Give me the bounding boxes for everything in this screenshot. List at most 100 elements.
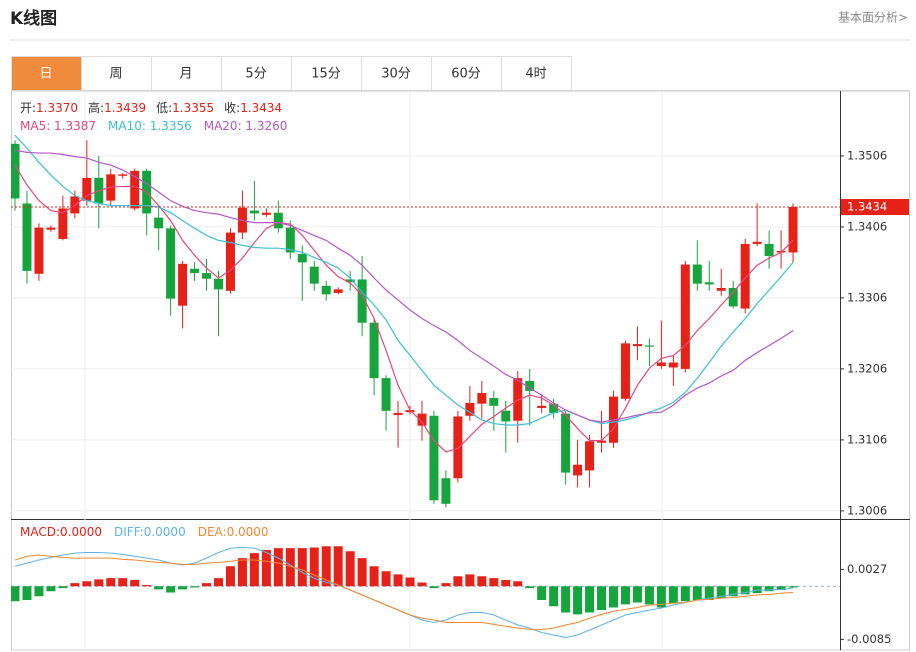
ohlc-label: 高: [88, 100, 104, 115]
y-tick-label: 1.3306 [847, 290, 887, 304]
candle-body [752, 241, 762, 244]
candle-body [11, 143, 20, 199]
macd-bar [261, 550, 271, 587]
tab-label[interactable]: 60分 [451, 67, 481, 82]
macd-bar [178, 586, 188, 590]
candle-body [644, 345, 654, 347]
legend-entry: MACD:0.0000 [20, 525, 102, 539]
candle-body [321, 285, 331, 295]
legend-entry: DIFF:0.0000 [114, 525, 186, 539]
macd-bar [285, 548, 295, 587]
macd-bar [130, 580, 140, 587]
macd-bar [34, 586, 44, 597]
candle-body [82, 177, 92, 201]
ohlc-label: 开: [20, 101, 36, 115]
candle-body [620, 343, 630, 399]
macd-bar [704, 586, 714, 600]
macd-bar [788, 586, 798, 588]
ohlc-value: 1.3439 [104, 101, 146, 115]
tab-label[interactable]: 周 [109, 67, 122, 82]
tab[interactable] [81, 56, 152, 91]
macd-bar [740, 586, 750, 595]
candle-body [537, 405, 547, 408]
macd-bar [357, 558, 367, 587]
macd-plot [11, 546, 840, 639]
candle-body [333, 289, 343, 293]
ma-line [14, 149, 794, 423]
candle-body [561, 413, 571, 473]
candle-body [213, 278, 223, 290]
macd-bar [309, 547, 319, 587]
candle-body [225, 232, 235, 291]
candle-body [549, 403, 559, 413]
macd-bar [405, 577, 415, 587]
tab[interactable] [501, 56, 572, 91]
macd-bar [585, 586, 595, 613]
ohlc-value: 1.3355 [172, 101, 214, 115]
macd-bar [166, 586, 176, 593]
candle-body [632, 344, 642, 347]
macd-bar [142, 585, 152, 587]
candle-body [58, 208, 68, 239]
tab-label[interactable]: 4时 [525, 67, 546, 82]
macd-bar [692, 586, 702, 600]
grid [11, 155, 840, 512]
candle-body [692, 264, 702, 284]
macd-tick-label: -0.0085 [847, 632, 891, 646]
macd-bar [561, 586, 571, 613]
chart-frame [11, 90, 910, 651]
y-tick-label: 1.3406 [847, 219, 887, 233]
macd-bar [429, 586, 439, 589]
legend-entry: MA20: 1.3260 [204, 119, 288, 133]
last-price-box [841, 199, 909, 216]
macd-bar [46, 586, 56, 592]
candle-body [166, 228, 176, 299]
tab-label[interactable]: 日 [39, 67, 52, 82]
macd-bar [249, 553, 259, 587]
fundamental-link[interactable]: 基本面分析> [838, 11, 908, 25]
candle-body [668, 362, 678, 368]
macd-bar [465, 574, 475, 587]
candle-body [178, 263, 188, 306]
ohlc-label: 低: [156, 101, 172, 115]
macd-bar [573, 586, 583, 615]
macd-bar [94, 579, 104, 587]
candle-body [297, 253, 307, 263]
macd-bar [297, 548, 307, 587]
macd-bar [537, 586, 547, 600]
candle-body [190, 268, 200, 274]
macd-bar [321, 546, 331, 587]
candle-body [740, 243, 750, 309]
tab[interactable] [361, 56, 432, 91]
macd-bar [118, 578, 128, 587]
last-price-label: 1.3434 [847, 200, 887, 214]
tab-label[interactable]: 月 [179, 67, 192, 82]
widget-title: K线图 [10, 8, 57, 29]
candle-body [22, 203, 32, 271]
macd-bar [273, 548, 283, 587]
macd-bar [501, 580, 511, 587]
candle-body [154, 217, 164, 229]
candle-body [525, 380, 535, 391]
candle-body [441, 478, 451, 504]
macd-bar [644, 586, 654, 605]
macd-bar [549, 586, 559, 607]
candle-body [249, 210, 259, 214]
tab-label[interactable]: 15分 [311, 67, 341, 82]
candle-body [728, 287, 738, 307]
legend-entry: DEA:0.0000 [198, 525, 269, 539]
y-tick-label: 1.3006 [847, 503, 887, 517]
tab-label[interactable]: 5分 [245, 67, 266, 82]
tab-label[interactable]: 30分 [381, 67, 411, 82]
macd-bar [11, 586, 20, 602]
y-tick-label: 1.3106 [847, 432, 887, 446]
candle-body [429, 415, 439, 501]
ma-line [14, 164, 794, 453]
macd-bar [369, 566, 379, 587]
macd-bar [609, 586, 618, 608]
legend-entry: MA10: 1.3356 [108, 119, 192, 133]
macd-bar [381, 571, 391, 587]
macd-bar [513, 581, 523, 587]
